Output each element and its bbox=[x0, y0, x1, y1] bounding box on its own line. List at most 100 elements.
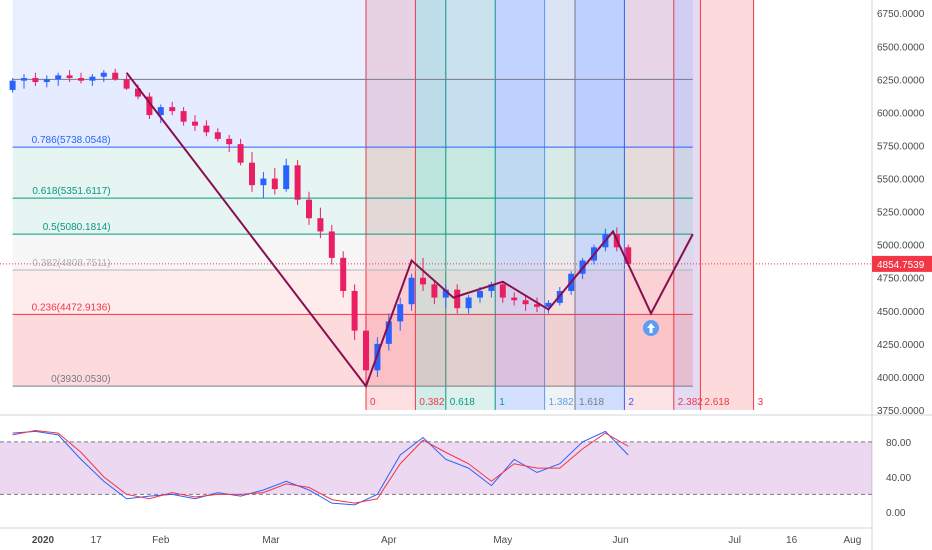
time-zone-label: 0.618 bbox=[450, 397, 475, 408]
time-zone-band bbox=[575, 0, 625, 410]
candle-body bbox=[135, 88, 141, 97]
candle-body bbox=[55, 75, 62, 80]
time-zone-band bbox=[495, 0, 545, 410]
time-zone-label: 2.382 bbox=[678, 397, 703, 408]
price-tick-label: 5750.0000 bbox=[877, 141, 925, 152]
candle-body bbox=[89, 76, 96, 81]
stoch-series-line bbox=[12, 429, 629, 504]
candle-body bbox=[385, 321, 392, 344]
price-tick-label: 6000.0000 bbox=[877, 108, 925, 119]
candle-body bbox=[534, 304, 540, 307]
candle-body bbox=[431, 284, 438, 298]
candle-body bbox=[214, 132, 221, 139]
candle-body bbox=[271, 178, 278, 190]
time-tick-label: 16 bbox=[786, 535, 798, 546]
time-zone-label: 0 bbox=[370, 397, 376, 408]
time-zone-label: 1.618 bbox=[579, 397, 604, 408]
time-zone-label: 1 bbox=[499, 397, 505, 408]
time-zone-band bbox=[445, 0, 496, 410]
price-tick-label: 6250.0000 bbox=[877, 75, 925, 86]
indicator-tick-label: 80.00 bbox=[886, 438, 911, 449]
fib-level-label: 0.618(5351.6117) bbox=[32, 186, 110, 197]
candle-body bbox=[363, 330, 369, 371]
price-tick-label: 5250.0000 bbox=[877, 208, 925, 219]
last-price-badge bbox=[872, 255, 932, 272]
stochastic-indicator: 80.00 40.00 0.00 bbox=[0, 414, 932, 519]
time-tick-label: Apr bbox=[381, 535, 397, 546]
fib-band bbox=[12, 234, 693, 270]
zigzag-line bbox=[125, 72, 694, 389]
candle-body bbox=[397, 304, 404, 322]
candle-body bbox=[625, 247, 632, 264]
candle-body bbox=[465, 297, 472, 309]
indicator-tick-label: 0.00 bbox=[886, 508, 906, 519]
time-zone-label: 2.618 bbox=[704, 397, 729, 408]
candle-body bbox=[226, 138, 233, 145]
time-tick-label: Aug bbox=[844, 535, 862, 546]
price-tick-label: 4000.0000 bbox=[877, 373, 925, 384]
indicator-tick-label: 40.00 bbox=[886, 473, 911, 484]
candle-body bbox=[442, 289, 449, 298]
candle-body bbox=[260, 178, 267, 186]
price-tick-label: 4250.0000 bbox=[877, 340, 925, 351]
time-zone-band bbox=[700, 0, 754, 410]
candle-body bbox=[545, 302, 552, 307]
candle-body bbox=[420, 277, 426, 285]
candle-body bbox=[408, 277, 415, 305]
candle-body bbox=[180, 111, 187, 122]
time-tick-label: Jul bbox=[728, 535, 741, 546]
candle-body bbox=[499, 284, 506, 298]
time-tick-label: 17 bbox=[91, 535, 103, 546]
price-tick-label: 5500.0000 bbox=[877, 175, 925, 186]
fib-band bbox=[12, 0, 693, 80]
candle-body bbox=[192, 121, 198, 126]
time-zone-label: 1.382 bbox=[549, 397, 574, 408]
time-axis[interactable]: 2020 17 Feb Mar Apr May Jun Jul 16 Aug bbox=[0, 527, 872, 546]
candle-body bbox=[317, 218, 324, 232]
fib-band bbox=[12, 79, 693, 148]
candle-body bbox=[340, 257, 347, 291]
candle-body bbox=[511, 297, 518, 301]
candle-body bbox=[100, 72, 107, 77]
candle-body bbox=[203, 125, 210, 133]
fib-level-label: 0(3930.0530) bbox=[51, 374, 111, 385]
price-tick-label: 5000.0000 bbox=[877, 241, 925, 252]
last-price-value: 4854.7539 bbox=[877, 260, 925, 271]
candle-body bbox=[43, 79, 50, 82]
time-tick-label: Feb bbox=[152, 535, 170, 546]
candle-body bbox=[488, 284, 495, 291]
time-zone-band bbox=[415, 0, 446, 410]
candle-body bbox=[454, 289, 461, 309]
fib-level-label: 0.382(4808.7511) bbox=[32, 258, 110, 269]
time-zone-label: 0.382 bbox=[419, 397, 444, 408]
price-tick-label: 3750.0000 bbox=[877, 406, 925, 417]
price-tick-label: 6750.0000 bbox=[877, 9, 925, 20]
candle-body bbox=[294, 165, 301, 200]
candle-body bbox=[328, 231, 335, 258]
time-zone-label: 2 bbox=[628, 397, 634, 408]
fib-level-label: 0.5(5080.1814) bbox=[43, 222, 111, 233]
fib-level-label: 0.786(5738.0548) bbox=[32, 135, 111, 146]
candle-body bbox=[112, 72, 119, 80]
candle-body bbox=[306, 199, 312, 219]
time-tick-label: Mar bbox=[262, 535, 280, 546]
time-tick-label: 2020 bbox=[32, 535, 55, 546]
time-zone-band bbox=[673, 0, 701, 410]
time-zone-label: 3 bbox=[758, 397, 764, 408]
candle-body bbox=[237, 144, 244, 163]
time-tick-label: May bbox=[493, 535, 512, 546]
price-tick-label: 4500.0000 bbox=[877, 307, 925, 318]
fib-time-zones: 0 0.382 0.618 1 1.382 1.618 2 2.382 2.618 3 bbox=[365, 0, 764, 410]
candle-body bbox=[351, 290, 358, 331]
candle-body bbox=[32, 78, 39, 82]
time-zone-band bbox=[544, 0, 575, 410]
time-tick-label: Jun bbox=[613, 535, 629, 546]
price-scale-bg bbox=[872, 0, 932, 550]
price-tick-label: 4750.0000 bbox=[877, 274, 925, 285]
candle-body bbox=[21, 78, 27, 81]
price-scale[interactable]: 6750.0000 6500.0000 6250.0000 6000.0000 5750… bbox=[871, 0, 932, 550]
candle-body bbox=[169, 107, 176, 112]
candle-body bbox=[9, 80, 16, 90]
candle-body bbox=[249, 162, 255, 186]
